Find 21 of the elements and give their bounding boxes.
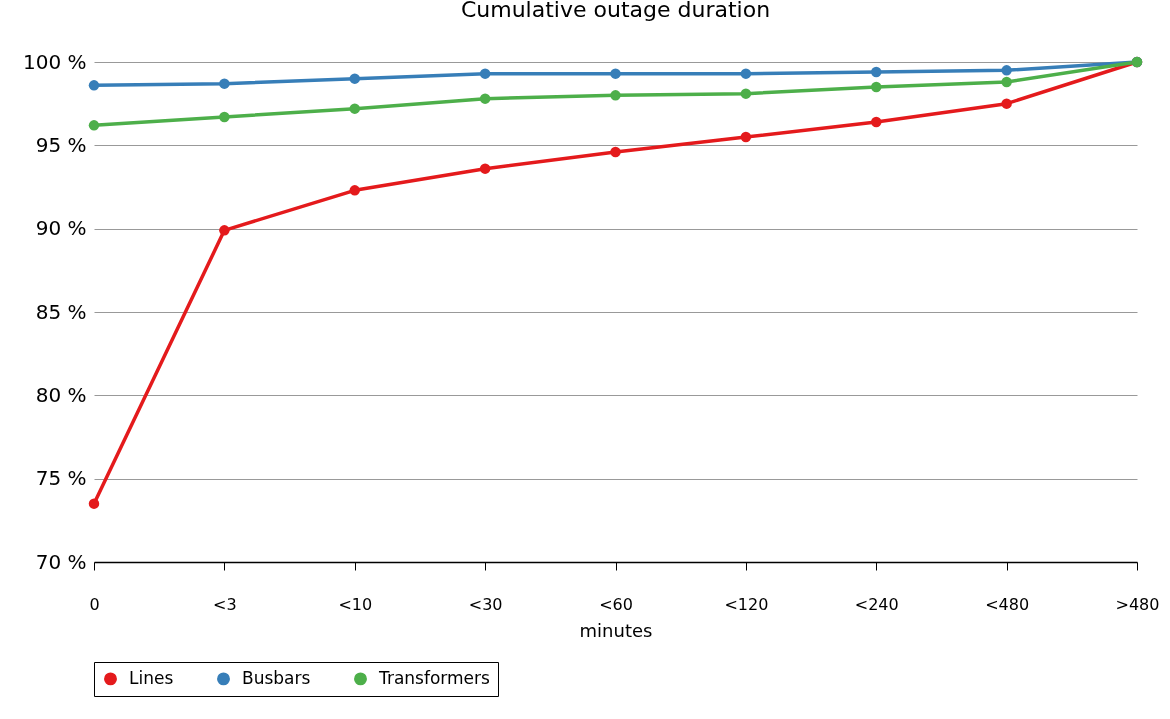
y-tick-label: 80 % (35, 382, 87, 407)
x-tick-label: <480 (985, 594, 1030, 614)
x-axis-title: minutes (579, 619, 653, 641)
legend-label: Lines (129, 667, 174, 688)
x-tick-label: <60 (599, 594, 633, 614)
legend-label: Transformers (378, 667, 491, 688)
x-tick-label: >480 (1115, 594, 1160, 614)
x-tick-label: 0 (89, 594, 100, 614)
legend-label: Busbars (242, 667, 311, 688)
x-tick-label: <10 (338, 594, 373, 614)
x-tick-label: <240 (854, 594, 899, 614)
y-tick-label: 75 % (35, 466, 87, 491)
x-tick-label: <120 (724, 594, 769, 614)
y-tick-label: 90 % (35, 216, 87, 241)
y-tick-label: 95 % (35, 132, 87, 157)
x-tick-label: <3 (213, 594, 237, 614)
y-tick-label: 70 % (35, 549, 87, 574)
x-tick-label: <30 (468, 594, 503, 614)
chart-title: Cumulative outage duration (460, 0, 771, 22)
y-tick-label: 85 % (35, 299, 87, 324)
y-tick-label: 100 % (22, 49, 87, 74)
